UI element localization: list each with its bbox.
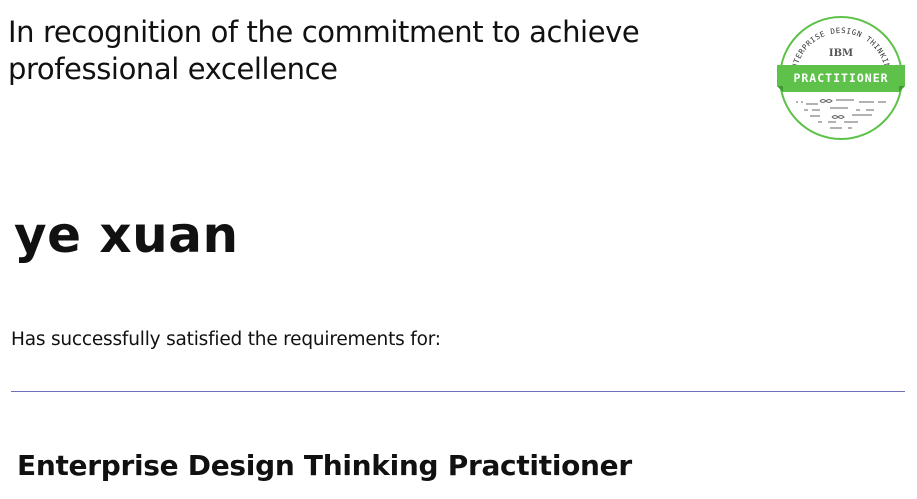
achievement-title: Enterprise Design Thinking Practitioner [17, 449, 632, 482]
requirements-statement: Has successfully satisfied the requireme… [11, 329, 441, 350]
design-thinking-badge-icon: ENTERPRISE DESIGN THINKING IBM PRACTITIO… [774, 12, 908, 144]
divider [11, 391, 905, 392]
recipient-name: ye xuan [14, 206, 239, 264]
badge-decoration [796, 99, 886, 129]
badge-org: IBM [829, 48, 853, 59]
recognition-line-2: professional excellence [8, 52, 338, 86]
badge-level: PRACTITIONER [793, 71, 888, 85]
recognition-line-1: In recognition of the commitment to achi… [8, 15, 640, 49]
recognition-statement: In recognition of the commitment to achi… [8, 14, 708, 88]
